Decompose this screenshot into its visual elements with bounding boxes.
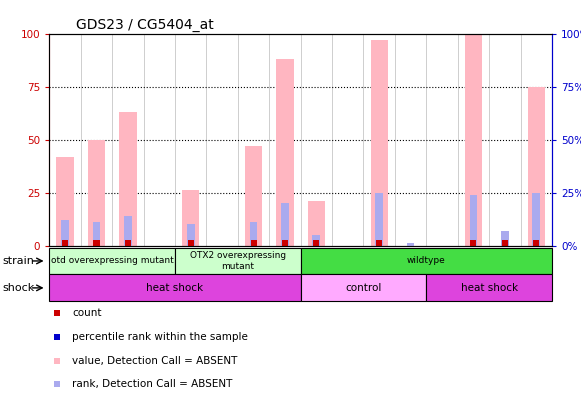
Text: rank, Detection Call = ABSENT: rank, Detection Call = ABSENT [72, 379, 232, 389]
Bar [187, 224, 195, 246]
Text: control: control [345, 283, 382, 293]
Bar [313, 235, 320, 246]
Text: wildtype: wildtype [407, 257, 446, 265]
Text: OTX2 overexpressing
mutant: OTX2 overexpressing mutant [190, 251, 286, 270]
Bar [182, 190, 199, 246]
Bar [188, 240, 193, 246]
Bar [49, 248, 175, 274]
Bar [125, 240, 131, 246]
Bar [301, 274, 426, 301]
Text: value, Detection Call = ABSENT: value, Detection Call = ABSENT [72, 356, 238, 366]
Bar [94, 240, 99, 246]
Bar [301, 248, 552, 274]
Bar [61, 220, 69, 246]
Bar [62, 240, 68, 246]
Bar [88, 140, 105, 246]
Text: shock: shock [3, 283, 35, 293]
Bar [371, 40, 388, 246]
Bar [501, 231, 509, 246]
Bar [49, 274, 301, 301]
Bar [124, 216, 132, 246]
Text: otd overexpressing mutant: otd overexpressing mutant [51, 257, 174, 265]
Text: strain: strain [3, 256, 35, 266]
Bar [426, 274, 552, 301]
Bar [532, 192, 540, 246]
Bar [471, 240, 476, 246]
Bar [277, 59, 293, 246]
Bar [175, 248, 301, 274]
Bar [282, 240, 288, 246]
Bar [502, 240, 508, 246]
Text: heat shock: heat shock [146, 283, 203, 293]
Bar [56, 156, 74, 246]
Bar [528, 87, 545, 246]
Bar [375, 192, 383, 246]
Bar [250, 240, 257, 246]
Bar [250, 222, 257, 246]
Bar [465, 34, 482, 246]
Bar [469, 195, 478, 246]
Bar [376, 240, 382, 246]
Bar [92, 222, 101, 246]
Text: count: count [72, 308, 102, 318]
Bar [313, 240, 320, 246]
Text: GDS23 / CG5404_at: GDS23 / CG5404_at [76, 18, 213, 32]
Bar [119, 112, 137, 246]
Bar [245, 146, 262, 246]
Bar [533, 240, 539, 246]
Bar [281, 203, 289, 246]
Text: percentile rank within the sample: percentile rank within the sample [72, 332, 248, 342]
Text: heat shock: heat shock [461, 283, 518, 293]
Bar [407, 244, 414, 246]
Bar [308, 201, 325, 246]
